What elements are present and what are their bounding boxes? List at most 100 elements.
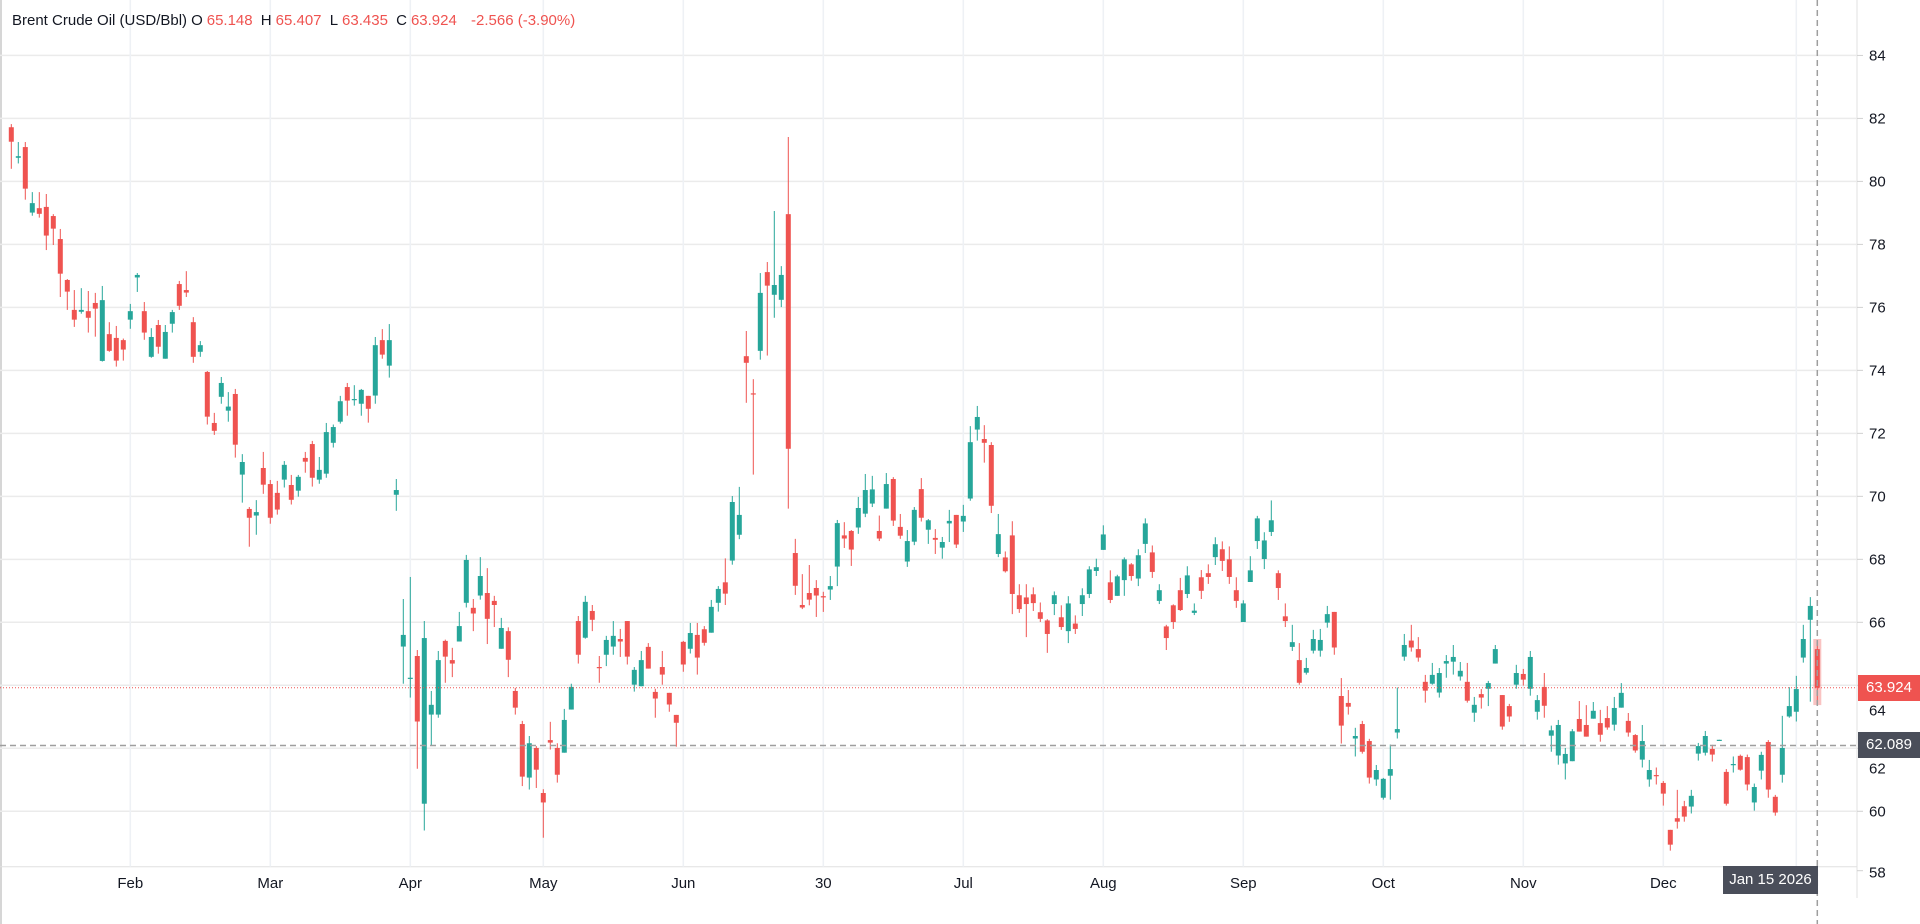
x-tick-label: Jun	[671, 875, 695, 892]
candle-body	[239, 462, 245, 475]
candle	[1023, 584, 1029, 638]
candle	[1506, 703, 1512, 722]
candle	[1667, 829, 1673, 851]
candle	[1310, 629, 1316, 654]
candle	[1387, 744, 1393, 800]
candle-body	[1436, 673, 1442, 693]
candle	[1289, 624, 1295, 651]
candle	[1415, 637, 1421, 662]
candle-body	[288, 484, 294, 500]
candle	[358, 388, 364, 416]
candle	[771, 211, 777, 318]
candle	[1590, 701, 1596, 719]
candle	[897, 513, 903, 539]
candle	[1170, 604, 1176, 629]
candle-body	[414, 656, 420, 722]
candle-body	[456, 626, 462, 642]
candle-body	[302, 457, 308, 462]
candle-body	[1583, 724, 1589, 737]
candle-body	[1604, 718, 1610, 728]
candle	[1436, 667, 1442, 698]
candle	[1555, 719, 1561, 765]
candle	[1562, 747, 1568, 780]
candle	[1142, 518, 1148, 554]
candle-body	[1639, 741, 1645, 760]
candle-body	[1632, 735, 1638, 751]
candle	[1247, 556, 1253, 582]
candle-body	[820, 596, 826, 598]
candle-body	[1688, 795, 1694, 807]
candle-body	[421, 638, 427, 804]
candle-body	[246, 508, 252, 518]
open-label: O	[191, 12, 203, 29]
candle	[1807, 597, 1813, 702]
candle	[1338, 678, 1344, 744]
candle-body	[1233, 590, 1239, 601]
candle-body	[750, 393, 756, 395]
candle-body	[659, 667, 665, 675]
candle-body	[631, 669, 637, 685]
time-axis[interactable]: Feb Mar Apr May Jun 30 Jul Aug Sep Oct Nov Dec	[117, 875, 1677, 892]
candle-body	[43, 206, 49, 236]
candle-body	[400, 634, 406, 647]
candle-body	[29, 203, 35, 213]
candle	[1100, 525, 1106, 550]
x-tick-label: Jul	[954, 875, 973, 892]
candle-body	[666, 692, 672, 705]
candle-body	[323, 432, 329, 474]
candle-body	[848, 530, 854, 550]
candle-body	[169, 312, 175, 324]
candle-body	[834, 523, 840, 567]
x-tick-label: Apr	[399, 875, 422, 892]
candle	[127, 303, 133, 329]
candle	[1688, 789, 1694, 814]
candle	[925, 519, 931, 544]
candle-body	[589, 610, 595, 620]
candle-body	[71, 309, 77, 320]
candle	[85, 290, 91, 333]
candle-body	[498, 627, 504, 649]
candle	[1394, 687, 1400, 739]
candle	[253, 500, 259, 535]
candle-body	[1709, 748, 1715, 755]
candle	[421, 621, 427, 831]
candle	[1352, 727, 1358, 757]
candle	[1114, 574, 1120, 596]
y-tick-label: 84	[1869, 47, 1886, 64]
candle	[1163, 624, 1169, 651]
candle	[197, 341, 203, 357]
candle	[1786, 687, 1792, 718]
candle-body	[1422, 681, 1428, 691]
candle	[1723, 769, 1729, 806]
candle-body	[1730, 764, 1736, 766]
candle-body	[967, 442, 973, 499]
candle	[267, 479, 273, 524]
candle-body	[1093, 567, 1099, 571]
candle	[568, 683, 574, 710]
candle-body	[1163, 626, 1169, 639]
candle	[246, 507, 252, 547]
price-axis[interactable]: 58 60 62 64 66 68 70 72 74 76 78 80 82 84	[1857, 47, 1886, 882]
y-tick-label: 58	[1869, 865, 1886, 882]
candle-body	[624, 621, 630, 657]
candle	[1177, 577, 1183, 611]
candle	[113, 325, 119, 367]
candle-body	[785, 214, 791, 449]
candle-body	[869, 489, 875, 504]
candle-body	[680, 641, 686, 665]
candle	[407, 576, 413, 698]
candle-body	[925, 520, 931, 530]
candle	[211, 412, 217, 435]
crosshair-date-tag: Jan 15 2026	[1723, 866, 1818, 894]
candle	[1618, 683, 1624, 708]
candle-body	[1492, 649, 1498, 664]
candle	[302, 451, 308, 473]
candle	[43, 193, 49, 251]
candle-body	[1800, 639, 1806, 658]
candle	[1303, 657, 1309, 675]
y-tick-label: 72	[1869, 425, 1886, 442]
candle-body	[22, 147, 28, 189]
candle-body	[1289, 642, 1295, 647]
candle	[1366, 738, 1372, 784]
